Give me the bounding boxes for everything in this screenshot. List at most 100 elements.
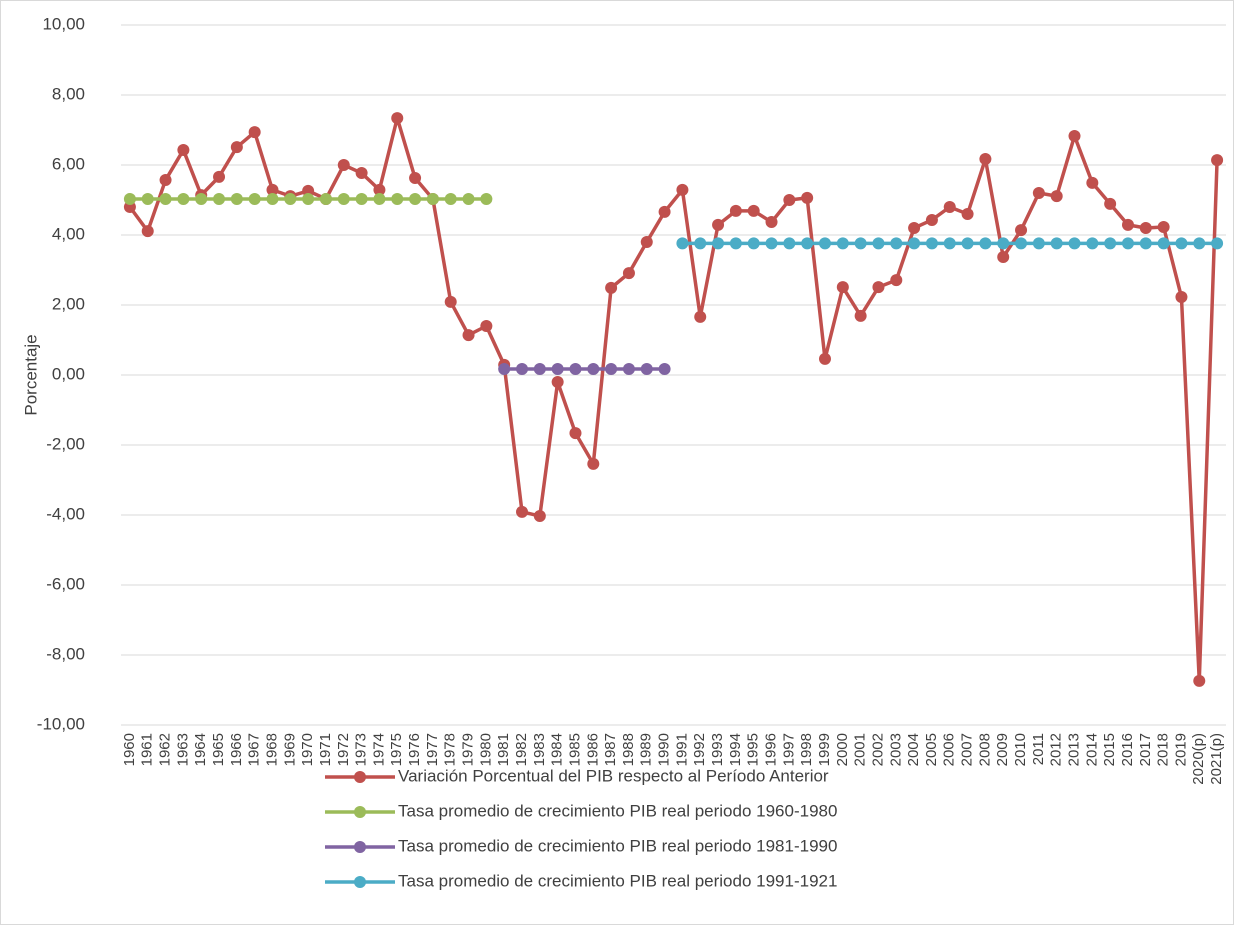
- x-tick-label: 1994: [727, 733, 744, 766]
- y-tick-label: 10,00: [42, 14, 85, 33]
- x-tick-label: 1981: [495, 733, 512, 766]
- x-tick-label: 1970: [299, 733, 316, 766]
- data-point: [747, 237, 760, 250]
- data-point: [658, 363, 671, 376]
- data-point: [569, 363, 582, 376]
- data-point: [569, 427, 582, 440]
- data-point: [605, 281, 618, 294]
- data-point: [230, 141, 243, 154]
- data-point: [622, 267, 635, 280]
- x-tick-label: 1966: [228, 733, 245, 766]
- x-tick-label: 2005: [923, 733, 940, 766]
- x-tick-label: 1971: [317, 733, 334, 766]
- data-point: [997, 251, 1010, 264]
- data-point: [1193, 674, 1206, 687]
- x-tick-label: 2004: [905, 733, 922, 766]
- data-point: [141, 192, 154, 205]
- data-point: [605, 363, 618, 376]
- data-point: [729, 237, 742, 250]
- x-tick-label: 2013: [1065, 733, 1082, 766]
- x-tick-label: 1985: [566, 733, 583, 766]
- data-point: [337, 192, 350, 205]
- data-point: [159, 192, 172, 205]
- x-tick-label: 1991: [673, 733, 690, 766]
- x-tick-label: 2010: [1012, 733, 1029, 766]
- legend-marker: [354, 771, 366, 783]
- x-tick-label: 2000: [834, 733, 851, 766]
- x-tick-label: 1963: [174, 733, 191, 766]
- data-point: [1211, 237, 1224, 250]
- data-point: [997, 237, 1010, 250]
- x-tick-label: 1976: [406, 733, 423, 766]
- y-tick-label: 0,00: [52, 364, 85, 383]
- data-point: [444, 192, 457, 205]
- data-point: [248, 126, 261, 139]
- data-point: [1104, 197, 1117, 210]
- data-point: [1193, 237, 1206, 250]
- x-tick-label: 1978: [442, 733, 459, 766]
- y-tick-label: -2,00: [46, 434, 85, 453]
- data-point: [783, 194, 796, 206]
- y-tick-label: -4,00: [46, 504, 85, 523]
- data-point: [337, 159, 350, 171]
- x-tick-label: 2009: [994, 733, 1011, 766]
- x-tick-label: 1990: [656, 733, 673, 766]
- data-point: [1175, 237, 1188, 250]
- y-tick-label: 2,00: [52, 294, 85, 313]
- data-point: [801, 237, 814, 250]
- data-point: [943, 201, 956, 213]
- x-tick-label: 2020(p): [1190, 733, 1207, 785]
- x-tick-label: 1979: [460, 733, 477, 766]
- data-point: [1050, 237, 1063, 250]
- legend-marker: [354, 876, 366, 888]
- x-tick-label: 2021(p): [1208, 733, 1225, 785]
- data-point: [854, 237, 867, 250]
- data-point: [177, 192, 190, 205]
- x-tick-label: 2016: [1119, 733, 1136, 766]
- x-tick-label: 1960: [121, 733, 138, 766]
- x-tick-label: 1996: [762, 733, 779, 766]
- data-point: [872, 237, 885, 250]
- data-point: [1015, 237, 1028, 250]
- data-point: [1032, 187, 1045, 199]
- legend-label: Tasa promedio de crecimiento PIB real pe…: [398, 836, 837, 855]
- data-point: [712, 237, 725, 250]
- data-point: [1086, 237, 1099, 250]
- data-point: [925, 237, 938, 250]
- data-point: [230, 192, 243, 205]
- x-tick-label: 2008: [976, 733, 993, 766]
- data-point: [516, 505, 529, 518]
- data-point: [801, 191, 814, 204]
- data-point: [302, 192, 315, 205]
- data-point: [943, 237, 956, 250]
- data-point: [872, 281, 885, 294]
- data-point: [818, 237, 831, 250]
- data-point: [551, 363, 564, 376]
- y-tick-label: 8,00: [52, 84, 85, 103]
- x-tick-label: 1988: [620, 733, 637, 766]
- data-point: [890, 274, 903, 287]
- data-point: [1121, 237, 1134, 250]
- data-point: [587, 363, 600, 376]
- data-point: [355, 167, 368, 180]
- x-tick-label: 1962: [157, 733, 174, 766]
- data-point: [1175, 290, 1188, 303]
- data-point: [961, 237, 974, 250]
- legend-label: Tasa promedio de crecimiento PIB real pe…: [398, 801, 837, 820]
- data-point: [141, 225, 154, 238]
- x-tick-label: 1964: [192, 733, 209, 766]
- data-point: [729, 204, 742, 217]
- data-point: [426, 192, 439, 205]
- data-point: [908, 222, 921, 234]
- x-tick-label: 2015: [1101, 733, 1118, 766]
- x-tick-label: 2007: [959, 733, 976, 766]
- x-tick-label: 1992: [691, 733, 708, 766]
- data-point: [284, 192, 297, 205]
- legend-label: Variación Porcentual del PIB respecto al…: [398, 766, 829, 785]
- data-point: [355, 192, 368, 205]
- data-point: [658, 205, 671, 218]
- data-point: [373, 183, 386, 196]
- x-tick-label: 2019: [1172, 733, 1189, 766]
- x-tick-label: 1986: [584, 733, 601, 766]
